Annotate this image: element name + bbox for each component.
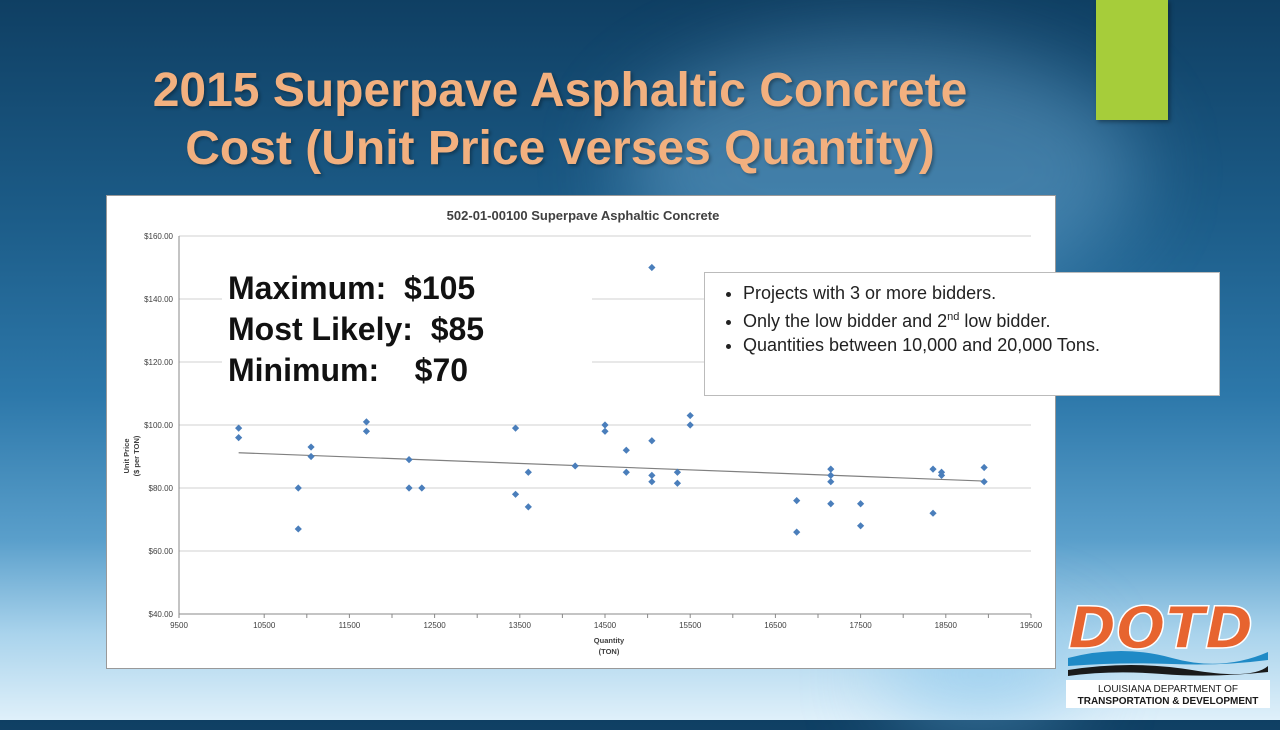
x-axis-label-line2: (TON) (599, 647, 620, 656)
x-axis-label-line1: Quantity (594, 636, 625, 645)
data-point (673, 468, 682, 476)
x-tick-label: 13500 (509, 621, 532, 630)
y-axis-label-line1: Unit Price (122, 438, 131, 473)
x-tick-label: 15500 (679, 621, 702, 630)
data-point (857, 522, 865, 530)
y-tick-label: $120.00 (144, 358, 173, 367)
y-tick-label: $80.00 (149, 484, 174, 493)
data-point (601, 427, 609, 435)
data-point (929, 509, 937, 517)
data-point (622, 446, 630, 454)
data-point (362, 427, 371, 435)
maximum-price: Maximum: $105 (228, 270, 476, 306)
y-axis-tick-labels: $40.00 $60.00 $80.00 $100.00 $120.00 $140.00 $… (144, 232, 173, 619)
y-tick-label: $140.00 (144, 295, 173, 304)
data-point (673, 479, 682, 487)
data-point (307, 443, 315, 451)
dotd-logo: DOTD LOUISIANA DEPARTMENT OF TRANSPORTAT… (1062, 592, 1274, 708)
data-point (571, 462, 579, 470)
data-point (827, 471, 835, 479)
data-point (235, 434, 243, 442)
chart-title: 502-01-00100 Superpave Asphaltic Concret… (447, 208, 720, 223)
chart-canvas: $40.00 $60.00 $80.00 $100.00 $120.00 $140.00 $… (122, 208, 1043, 656)
criteria-item-text: Only the low bidder and 2 (743, 311, 948, 331)
data-point (601, 421, 609, 429)
accent-bar (1096, 0, 1168, 120)
data-point (686, 411, 694, 420)
data-point (362, 418, 371, 426)
data-point (524, 468, 532, 476)
data-point (405, 456, 413, 464)
most-likely-price: Most Likely: $85 (228, 311, 485, 347)
data-point (857, 500, 865, 508)
x-tick-label: 17500 (849, 621, 872, 630)
data-point (648, 478, 656, 486)
data-point (524, 503, 532, 511)
x-tick-label: 18500 (935, 621, 958, 630)
slide-title: 2015 Superpave Asphaltic Concrete Cost (… (60, 62, 1060, 178)
logo-wordmark: DOTD (1068, 594, 1253, 662)
data-point (827, 478, 835, 486)
data-point (418, 484, 426, 492)
data-point (294, 484, 302, 492)
y-tick-label: $160.00 (144, 232, 173, 241)
logo-caption-line1: LOUISIANA DEPARTMENT OF (1098, 684, 1238, 695)
data-point (511, 424, 520, 432)
logo-road-icon (1068, 665, 1268, 676)
y-axis-label-line2: ($ per TON) (132, 435, 141, 476)
trendline-group (238, 452, 985, 482)
data-point (827, 465, 835, 473)
criteria-item-text-end: low bidder. (959, 311, 1051, 331)
price-summary-box: Maximum: $105 Most Likely: $85 Minimum: … (222, 268, 592, 398)
data-point (686, 421, 694, 429)
data-point (793, 497, 801, 505)
data-point (405, 484, 413, 492)
x-tick-label: 11500 (339, 621, 361, 630)
criteria-item: Projects with 3 or more bidders. (743, 281, 1209, 305)
logo-caption-bg (1066, 680, 1270, 708)
data-point (827, 500, 835, 508)
dotd-logo-graphic: DOTD LOUISIANA DEPARTMENT OF TRANSPORTAT… (1066, 593, 1270, 708)
logo-caption-line2: TRANSPORTATION & DEVELOPMENT (1078, 696, 1259, 707)
x-tick-label: 12500 (423, 621, 446, 630)
x-tick-label: 10500 (253, 621, 276, 630)
trendline (238, 452, 985, 482)
minimum-price: Minimum: $70 (228, 352, 469, 388)
x-tick-label: 14500 (594, 621, 617, 630)
y-tick-label: $100.00 (144, 421, 173, 430)
logo-wave-icon (1068, 651, 1268, 666)
criteria-notes-box: Projects with 3 or more bidders. Only th… (704, 272, 1220, 396)
data-point (511, 490, 520, 498)
data-point (294, 525, 302, 533)
data-point (622, 468, 630, 476)
scatter-chart: $40.00 $60.00 $80.00 $100.00 $120.00 $140.00 $… (106, 195, 1056, 669)
x-tick-label: 16500 (764, 621, 787, 630)
data-point (307, 452, 315, 461)
data-point (648, 471, 656, 479)
data-point (648, 263, 656, 272)
y-tick-label: $40.00 (149, 610, 174, 619)
x-axis-tick-labels: 9500 10500 11500 12500 13500 14500 15500 16500 1… (170, 621, 1043, 630)
data-point (937, 471, 946, 479)
criteria-item: Quantities between 10,000 and 20,000 Ton… (743, 333, 1209, 357)
data-point (980, 463, 988, 472)
data-point (235, 424, 243, 432)
data-points (235, 263, 988, 536)
data-point (929, 465, 937, 473)
data-point (980, 478, 988, 486)
x-tick-label: 9500 (170, 621, 188, 630)
x-tick-label: 19500 (1020, 621, 1043, 630)
y-tick-label: $60.00 (149, 547, 174, 556)
slide-title-line1: 2015 Superpave Asphaltic Concrete (152, 64, 968, 117)
criteria-item: Only the low bidder and 2nd low bidder. (743, 305, 1209, 333)
slide-title-line2: Cost (Unit Price verses Quantity) (185, 122, 935, 175)
criteria-list: Projects with 3 or more bidders. Only th… (717, 281, 1209, 357)
data-point (793, 528, 801, 536)
criteria-item-superscript: nd (947, 311, 960, 323)
data-point (648, 437, 656, 445)
